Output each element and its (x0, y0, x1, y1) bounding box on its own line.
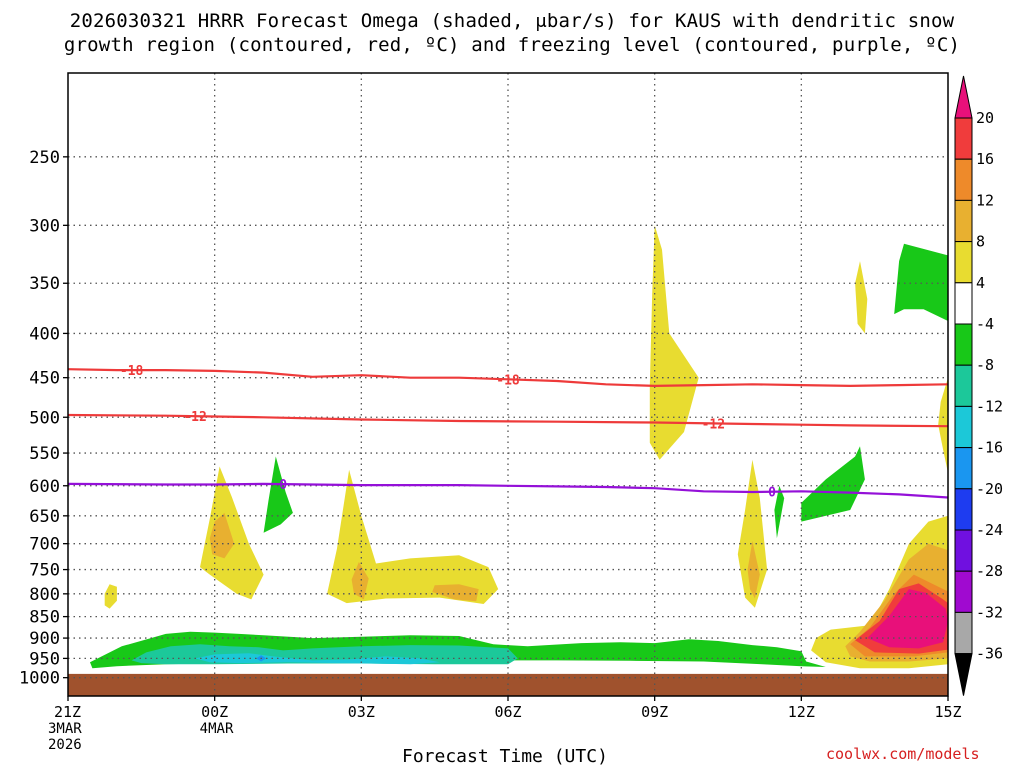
colorbar-bin-12 (954, 570, 973, 613)
omega-region-22 (195, 653, 440, 665)
colorbar-label-5: -4 (976, 315, 994, 333)
colorbar-bin-10 (954, 488, 973, 531)
y-tick-label-600: 600 (29, 477, 60, 497)
y-tick-label-700: 700 (29, 535, 60, 555)
omega-region-18 (801, 446, 865, 522)
y-tick-label-900: 900 (29, 629, 60, 649)
y-tick-label-400: 400 (29, 324, 60, 344)
contour-line-0 (67, 482, 949, 499)
y-axis: 2503003504004505005506006507007508008509… (19, 148, 68, 689)
omega-region-16 (263, 456, 293, 533)
colorbar-label-8: -16 (976, 439, 1003, 457)
y-tick-label-1000: 1000 (19, 669, 60, 689)
colorbar-bottom-arrow (954, 653, 973, 696)
colorbar-label-7: -12 (976, 397, 1003, 415)
y-tick-label-250: 250 (29, 148, 60, 168)
chart-title-line-2: growth region (contoured, red, ºC) and f… (63, 34, 961, 56)
gridlines (68, 73, 948, 696)
x-tick-year-21Z: 2026 (48, 737, 82, 753)
colorbar-label-1: 16 (976, 150, 994, 168)
omega-region-1 (209, 512, 235, 559)
colorbar-bin-2 (954, 158, 973, 201)
omega-region-19 (894, 243, 948, 321)
y-tick-label-450: 450 (29, 369, 60, 389)
colorbar-bin-11 (954, 529, 973, 572)
omega-region-6 (649, 225, 699, 460)
colorbar-label-12: -32 (976, 603, 1003, 621)
x-axis-label: Forecast Time (UTC) (402, 746, 608, 767)
y-tick-label-350: 350 (29, 274, 60, 294)
colorbar-bin-5 (954, 282, 973, 325)
y-tick-label-850: 850 (29, 608, 60, 628)
colorbar-bin-4 (954, 241, 973, 284)
contour-layer: -18 -18 -12 -12 0 0 (67, 364, 949, 501)
omega-shading-layer (90, 225, 948, 669)
x-tick-label-00Z: 00Z (201, 703, 228, 721)
colorbar-top-arrow (954, 75, 973, 119)
omega-region-17 (774, 485, 785, 539)
colorbar-bin-1 (954, 117, 973, 160)
omega-region-15 (867, 589, 948, 649)
contour-label--12-0: -12 (183, 410, 206, 425)
x-tick-label-09Z: 09Z (641, 703, 668, 721)
omega-region-8 (747, 541, 760, 599)
y-tick-label-550: 550 (29, 444, 60, 464)
colorbar-bin-7 (954, 364, 973, 407)
y-tick-label-800: 800 (29, 585, 60, 605)
omega-region-3 (327, 469, 499, 604)
x-tick-label-03Z: 03Z (348, 703, 375, 721)
colorbar: 20 16 12 8 4 -4 -8 -12 -16 -20 -24 -28 -32 -36 (954, 75, 1003, 696)
y-tick-label-500: 500 (29, 408, 60, 428)
colorbar-bin-9 (954, 447, 973, 490)
contour-label-0-0: 0 (279, 478, 287, 493)
x-tick-date-00Z: 4MAR (200, 721, 234, 737)
colorbar-label-11: -28 (976, 562, 1003, 580)
colorbar-label-6: -8 (976, 356, 994, 374)
omega-region-4 (351, 562, 369, 600)
colorbar-bin-3 (954, 199, 973, 243)
colorbar-bin-8 (954, 405, 973, 449)
y-tick-label-750: 750 (29, 561, 60, 581)
omega-region-0 (200, 466, 264, 600)
source-credit: coolwx.com/models (826, 745, 980, 763)
colorbar-label-0: 20 (976, 109, 994, 127)
colorbar-label-10: -24 (976, 521, 1003, 539)
x-tick-label-15Z: 15Z (934, 703, 961, 721)
contour-line--18 (67, 368, 949, 388)
y-tick-label-650: 650 (29, 507, 60, 527)
chart-title-line-1: 2026030321 HRRR Forecast Omega (shaded, … (69, 10, 955, 32)
contour-label-0-1: 0 (768, 486, 776, 501)
x-tick-label-12Z: 12Z (788, 703, 815, 721)
contour-line--12 (67, 413, 949, 428)
omega-region-9 (855, 261, 868, 334)
x-tick-label-21Z: 21Z (54, 703, 81, 721)
omega-region-7 (737, 459, 768, 608)
x-tick-date-21Z: 3MAR (48, 721, 82, 737)
contour-label--18-0: -18 (120, 364, 144, 379)
colorbar-bin-13 (954, 611, 973, 655)
colorbar-label-3: 8 (976, 233, 985, 251)
contour-label--18-1: -18 (496, 373, 520, 388)
contour-label--12-1: -12 (702, 417, 725, 432)
colorbar-label-2: 12 (976, 191, 994, 209)
colorbar-label-9: -20 (976, 480, 1003, 498)
y-tick-label-300: 300 (29, 216, 60, 236)
colorbar-label-13: -36 (976, 645, 1003, 663)
omega-region-2 (104, 584, 117, 609)
colorbar-bin-6 (954, 323, 973, 366)
x-tick-label-06Z: 06Z (494, 703, 521, 721)
omega-region-5 (432, 584, 479, 602)
y-tick-label-950: 950 (29, 649, 60, 669)
colorbar-label-4: 4 (976, 274, 985, 292)
